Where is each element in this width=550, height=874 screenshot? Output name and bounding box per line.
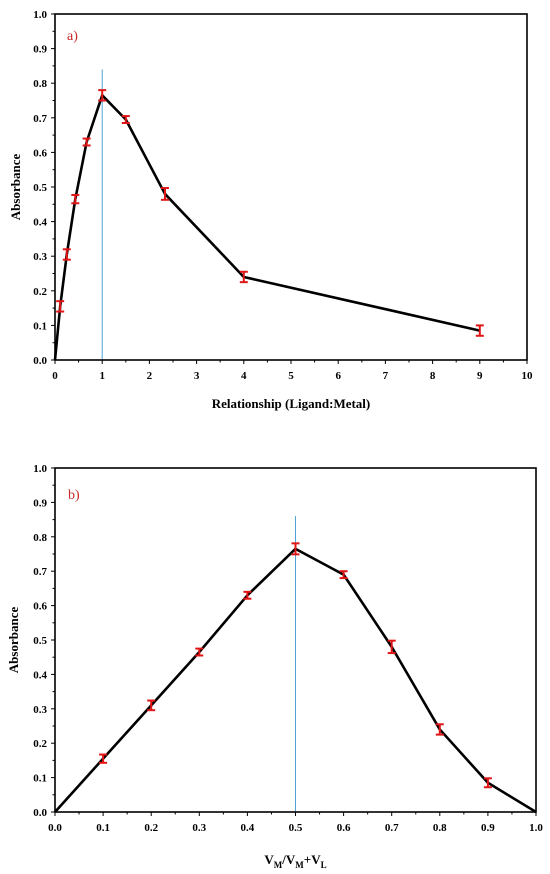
error-bar (82, 137, 91, 147)
chart-a: 0 1 2 3 4 5 6 7 8 9 10 0.0 0.1 0.2 0.3 0.4 0.5 0.6 0.7 0.8 0… (8, 9, 534, 411)
x-tick-label: 2 (147, 370, 153, 382)
y-tick-label: 0.4 (33, 217, 47, 229)
y-tick-label: 0.0 (33, 355, 47, 367)
x-tick-label: 0.9 (481, 822, 495, 834)
error-bar (147, 699, 156, 712)
panel-label: a) (67, 29, 78, 44)
y-axis-title: Absorbance (8, 154, 23, 221)
error-bar (71, 193, 80, 205)
x-tick-label: 0.4 (241, 822, 255, 834)
x-tick-label: 7 (383, 370, 389, 382)
y-tick-label: 0.5 (33, 182, 47, 194)
panel-label: b) (68, 488, 80, 503)
y-tick-label: 0.5 (33, 635, 47, 647)
y-tick-label: 0.8 (33, 78, 47, 90)
chart-b: 0.0 0.1 0.2 0.3 0.4 0.5 0.6 0.7 0.8 0.9 1.0 0.0 0.1 0… (6, 463, 543, 870)
x-tick-label: 10 (522, 370, 534, 382)
error-bar (291, 542, 300, 556)
x-tick-label: 1.0 (529, 822, 543, 834)
y-tick-label: 0.8 (33, 532, 47, 544)
x-axis-title-part: /V (281, 852, 296, 867)
error-bar (387, 639, 396, 655)
x-tick-label: 0.6 (337, 822, 351, 834)
y-tick-label: 0.2 (33, 738, 47, 750)
x-axis-title-part: L (321, 860, 327, 870)
y-tick-label: 0.0 (33, 807, 47, 819)
x-axis-title: Relationship (Ligand:Metal) (212, 396, 371, 411)
x-tick-label: 0.3 (192, 822, 206, 834)
x-tick-label: 0.8 (433, 822, 447, 834)
y-tick-label: 0.9 (33, 44, 47, 56)
x-tick-label: 1 (99, 370, 105, 382)
y-tick-label: 0.6 (33, 601, 47, 613)
y-tick-label: 0.4 (33, 669, 47, 681)
error-bar (56, 300, 65, 313)
x-axis-title-part: M (274, 860, 283, 870)
x-tick-label: 0.7 (385, 822, 399, 834)
y-tick-label: 0.7 (33, 113, 47, 125)
error-bar (339, 570, 348, 580)
y-tick-label: 0.2 (33, 286, 47, 298)
y-tick-label: 0.7 (33, 566, 47, 578)
y-tick-label: 0.3 (33, 704, 47, 716)
error-bar (121, 115, 130, 124)
x-tick-label: 5 (288, 370, 294, 382)
error-bar (195, 647, 204, 657)
x-tick-label: 6 (335, 370, 341, 382)
x-tick-label: 0.2 (144, 822, 158, 834)
plot-frame (54, 13, 528, 361)
x-tick-label: 0.5 (289, 822, 303, 834)
plot-frame (54, 467, 537, 813)
x-axis-title-part: +V (304, 852, 321, 867)
error-bar (483, 777, 492, 789)
error-bar (475, 324, 484, 337)
x-tick-label: 3 (194, 370, 200, 382)
x-tick-label: 0.0 (48, 822, 62, 834)
y-tick-label: 0.1 (33, 320, 47, 332)
x-axis-title-part: M (295, 860, 304, 870)
y-tick-label: 0.6 (33, 147, 47, 159)
x-tick-label: 4 (241, 370, 247, 382)
error-bar (243, 590, 252, 600)
y-tick-label: 1.0 (33, 9, 47, 21)
x-tick-label: 9 (477, 370, 483, 382)
series-line (53, 94, 481, 361)
y-tick-label: 0.9 (33, 497, 47, 509)
x-tick-label: 0.1 (96, 822, 110, 834)
error-bar (160, 187, 169, 201)
x-tick-label: 0 (52, 370, 58, 382)
y-tick-label: 1.0 (33, 463, 47, 475)
error-bar (99, 753, 108, 764)
y-axis-title: Absorbance (6, 607, 21, 674)
error-bar (239, 270, 248, 284)
x-axis-title-part: V (264, 852, 274, 867)
error-bar (62, 248, 71, 261)
y-tick-label: 0.3 (33, 251, 47, 263)
y-tick-label: 0.1 (33, 773, 47, 785)
x-axis-title: VM/VM+VL (264, 852, 326, 870)
x-tick-label: 8 (430, 370, 436, 382)
error-bar (435, 723, 444, 736)
error-bar (98, 89, 107, 102)
